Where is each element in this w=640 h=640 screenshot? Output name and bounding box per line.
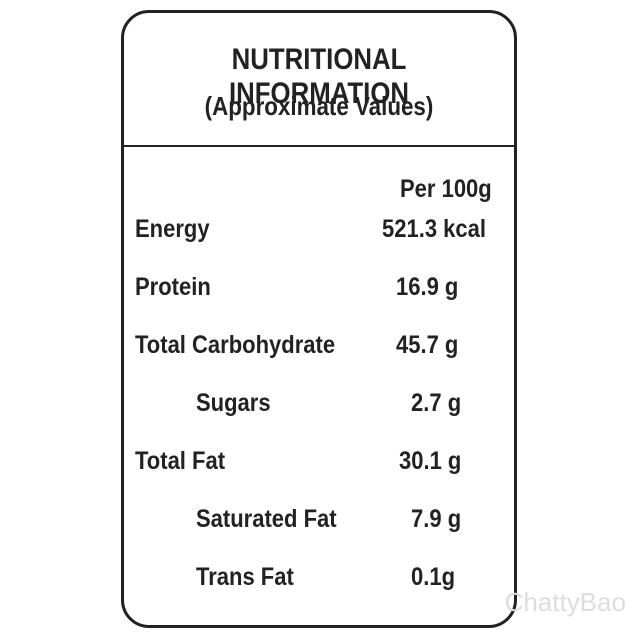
nutrient-value: 521.3 kcal [382,215,486,243]
nutrient-value: 0.1g [411,563,456,591]
subtitle: (Approximate Values) [204,91,434,121]
nutrient-name: Total Fat [135,447,226,475]
header: NUTRITIONAL INFORMATION (Approximate Val… [124,13,514,147]
nutrient-value: 16.9 g [396,273,459,301]
watermark: ChattyBao [504,587,626,617]
title: NUTRITIONAL INFORMATION [228,43,410,110]
nutrient-value: 2.7 g [411,389,462,417]
nutrient-name: Total Carbohydrate [135,331,336,359]
nutrient-name: Trans Fat [196,563,294,591]
nutrient-name: Protein [135,273,211,301]
nutrient-value: 7.9 g [411,505,462,533]
nutrient-name: Saturated Fat [196,505,337,533]
nutrient-value: 30.1 g [399,447,462,475]
label-box: NUTRITIONAL INFORMATION (Approximate Val… [121,10,517,628]
nutrient-value: 45.7 g [396,331,459,359]
nutrient-name: Energy [135,215,210,243]
nutrient-name: Sugars [196,389,271,417]
column-header: Per 100g [400,175,492,203]
